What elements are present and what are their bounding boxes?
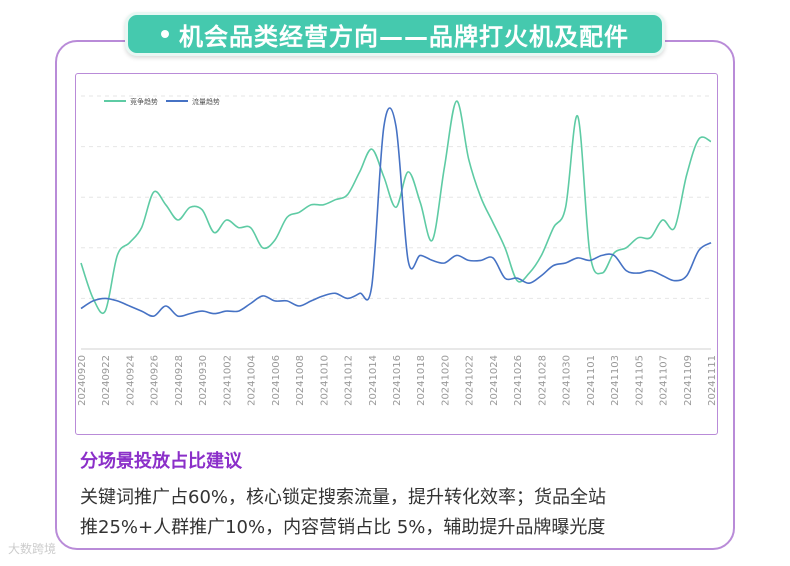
series-line-competition (80, 100, 712, 315)
body-text-line-2: 推25%+人群推广10%，内容营销占比 5%，辅助提升品牌曝光度 (80, 517, 606, 538)
x-tick-label: 20241028 (537, 355, 548, 406)
x-tick-label: 20241002 (222, 355, 233, 406)
x-tick-label: 20240920 (77, 355, 88, 406)
x-tick-label: 20241004 (247, 355, 258, 406)
title-banner: 机会品类经营方向——品牌打火机及配件 (125, 12, 665, 56)
bullet-dot-icon (161, 30, 169, 38)
page-title: 机会品类经营方向——品牌打火机及配件 (179, 22, 629, 51)
series-line-traffic (80, 107, 712, 318)
x-tick-label: 20241012 (344, 355, 355, 406)
chart-panel: 竞争趋势 流量趋势 20240920 20240922 20240924 20240926… (75, 73, 718, 435)
legend-label: 竞争趋势 (130, 97, 158, 106)
x-tick-label: 20240924 (125, 355, 136, 406)
x-tick-label: 20241024 (489, 355, 500, 406)
x-tick-label: 20241022 (465, 355, 476, 406)
section-heading: 分场景投放占比建议 (80, 451, 242, 472)
x-tick-label: 20241105 (634, 355, 645, 406)
watermark-logo: 大数跨境 (8, 542, 57, 556)
x-tick-label: 20241016 (392, 355, 403, 406)
trend-line-chart: 竞争趋势 流量趋势 20240920 20240922 20240924 20240926… (77, 95, 718, 406)
x-tick-label: 20240922 (101, 355, 112, 406)
x-tick-label: 20240928 (174, 355, 185, 406)
x-tick-label: 20241030 (562, 355, 573, 406)
x-tick-label: 20240930 (198, 355, 209, 406)
x-tick-label: 20241018 (416, 355, 427, 406)
x-tick-label: 20241103 (610, 355, 621, 406)
x-tick-label: 20241107 (659, 355, 670, 406)
x-tick-label: 20240926 (150, 355, 161, 406)
x-tick-label: 20241020 (440, 355, 451, 406)
x-tick-label: 20241026 (513, 355, 524, 406)
x-tick-label: 20241101 (586, 355, 597, 406)
x-tick-label: 20241109 (683, 355, 694, 406)
legend-label: 流量趋势 (192, 97, 220, 106)
body-text-line-1: 关键词推广占60%，核心锁定搜索流量，提升转化效率；货品全站 (80, 487, 607, 508)
x-tick-label: 20241010 (319, 355, 330, 406)
x-tick-label: 20241008 (295, 355, 306, 406)
x-tick-label: 20241111 (707, 355, 716, 406)
x-tick-label: 20241006 (271, 355, 282, 406)
x-tick-label: 20241014 (368, 355, 379, 406)
